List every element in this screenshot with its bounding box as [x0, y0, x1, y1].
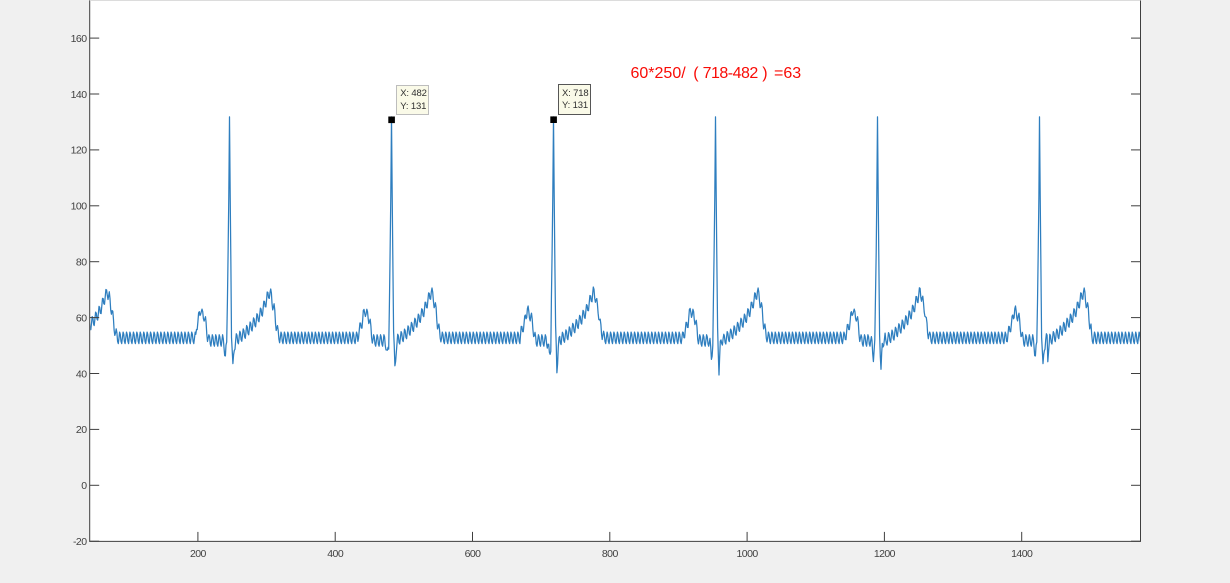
svg-text:0: 0 [81, 480, 87, 492]
svg-text:20: 20 [76, 424, 87, 436]
svg-text:40: 40 [76, 368, 87, 380]
svg-text:120: 120 [71, 145, 88, 157]
svg-text:1400: 1400 [1011, 548, 1033, 560]
svg-text:160: 160 [71, 33, 88, 45]
svg-text:-20: -20 [73, 536, 87, 548]
svg-text:600: 600 [465, 548, 482, 560]
svg-text:1200: 1200 [874, 548, 896, 560]
svg-text:800: 800 [602, 548, 619, 560]
svg-text:100: 100 [71, 201, 88, 213]
svg-text:140: 140 [71, 89, 88, 101]
svg-text:200: 200 [190, 548, 207, 560]
svg-text:400: 400 [327, 548, 344, 560]
svg-text:80: 80 [76, 257, 87, 269]
svg-text:1000: 1000 [737, 548, 759, 560]
svg-text:60: 60 [76, 312, 87, 324]
